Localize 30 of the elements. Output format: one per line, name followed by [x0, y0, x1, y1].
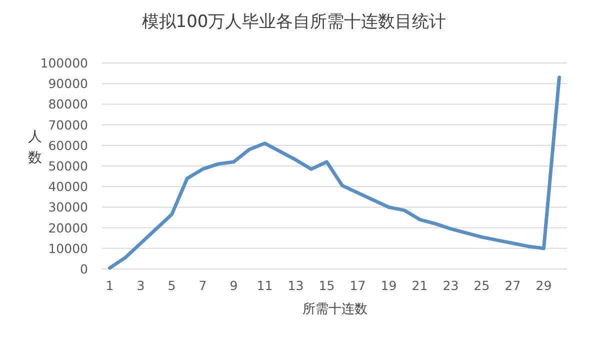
y-tick-label: 10000 [48, 240, 88, 256]
line-series [108, 76, 561, 270]
x-tick-label: 11 [256, 278, 273, 293]
x-tick-label: 13 [288, 278, 304, 293]
chart-title: 模拟100万人毕业各自所需十连数目统计 [142, 12, 446, 32]
y-tick-label: 100000 [40, 56, 88, 70]
x-tick-label: 19 [380, 278, 397, 293]
y-tick-label: 30000 [48, 200, 88, 215]
x-tick-label: 23 [442, 278, 459, 293]
x-tick-label: 9 [230, 278, 238, 293]
y-tick-label: 80000 [48, 96, 88, 112]
y-tick-label: 20000 [48, 220, 88, 236]
x-tick-label: 25 [474, 278, 490, 293]
x-tick-label: 3 [136, 278, 145, 293]
x-axis-title: 所需十连数 [302, 302, 368, 317]
y-tick-label: 50000 [48, 158, 88, 174]
y-axis-title: 人数 [28, 129, 42, 166]
x-tick-label: 21 [412, 278, 428, 293]
x-tick-label: 7 [198, 278, 207, 293]
y-tick-label: 90000 [48, 76, 88, 92]
x-tick-label: 15 [318, 278, 335, 293]
y-tick-label: 0 [80, 262, 88, 276]
x-tick-label: 29 [536, 278, 552, 293]
y-tick-label: 40000 [48, 179, 88, 194]
x-tick-label: 17 [350, 278, 366, 293]
y-tick-label: 70000 [48, 117, 88, 132]
x-tick-label: 27 [504, 278, 521, 293]
x-tick-label: 5 [168, 278, 176, 293]
x-tick-label: 1 [106, 278, 114, 293]
y-tick-label: 60000 [48, 138, 88, 153]
